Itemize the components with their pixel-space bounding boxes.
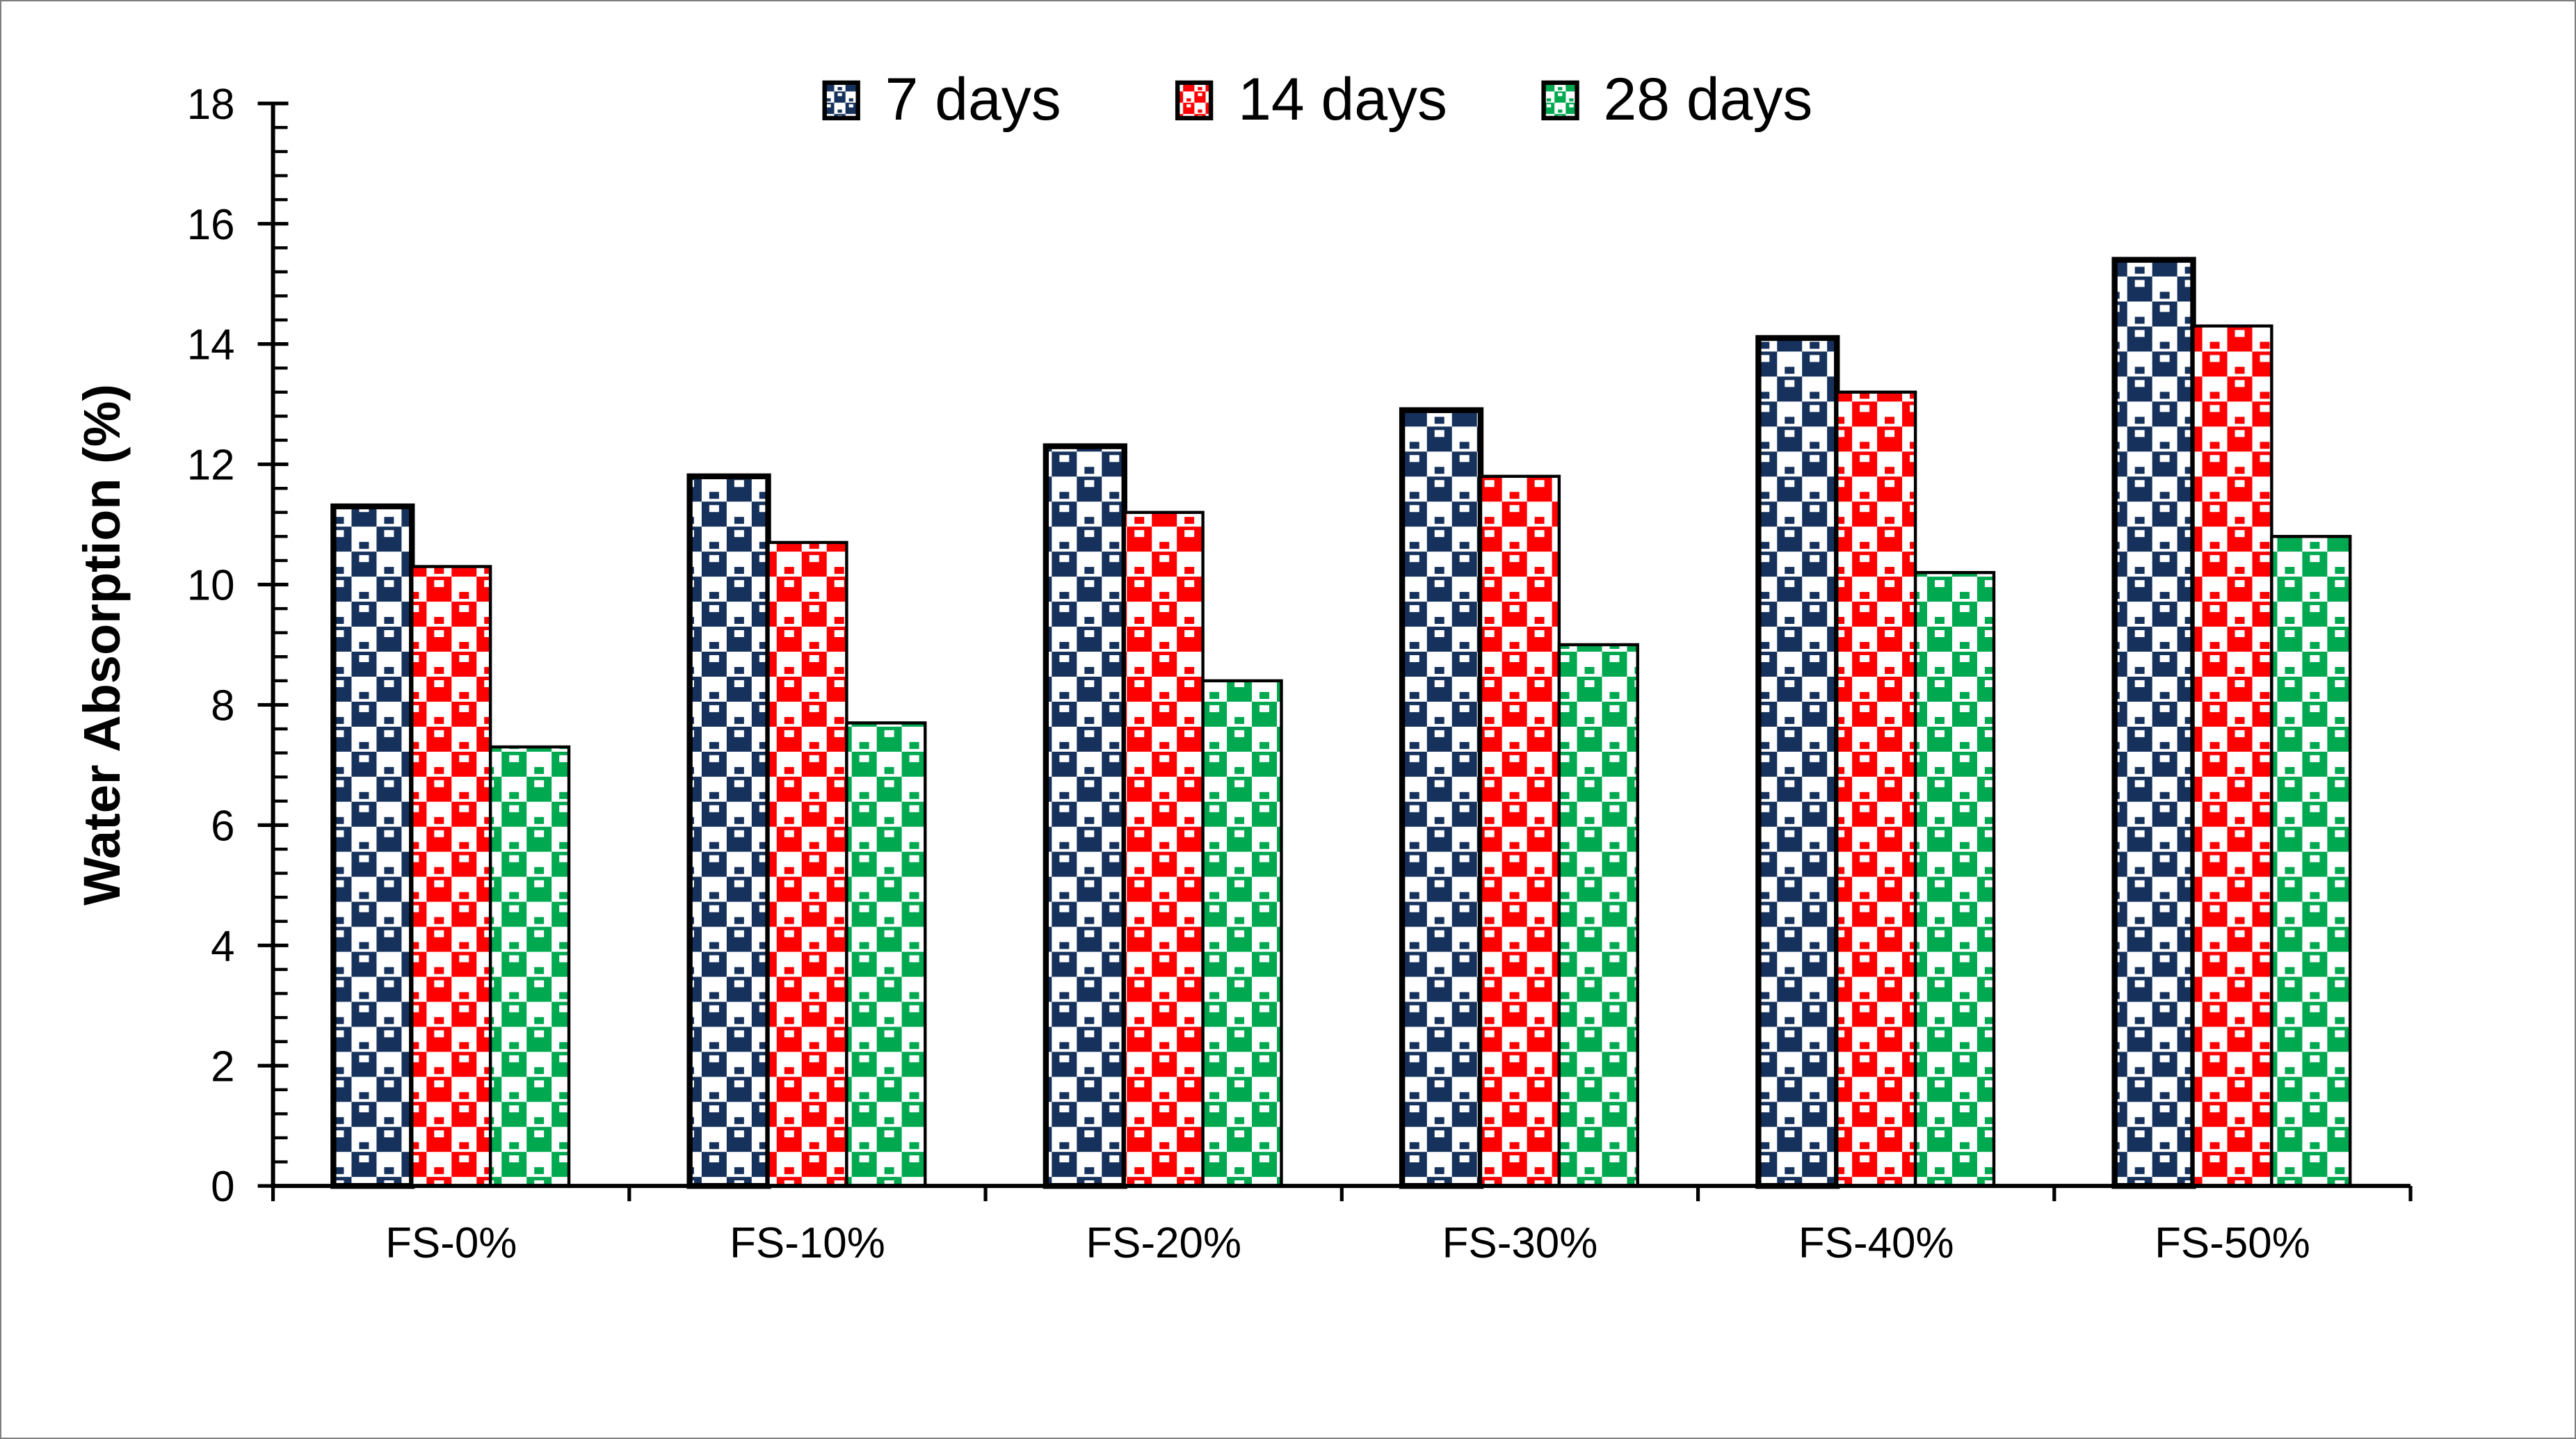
y-tick-label: 10 (187, 561, 235, 609)
x-category-label: FS-40% (1798, 1219, 1954, 1267)
bar-28-days-FS-40% (1913, 570, 1996, 1188)
legend-swatch-7-days (822, 80, 860, 121)
bar-28-days-FS-0% (488, 745, 571, 1188)
y-tick-label: 18 (187, 81, 235, 129)
legend-label-28-days: 28 days (1604, 66, 1813, 133)
y-tick-labels: 0 2 4 6 8 10 12 14 16 18 (187, 81, 235, 1211)
y-tick-label: 4 (211, 922, 234, 970)
x-category-labels: FS-0% FS-10% FS-20% FS-30% FS-40% FS-50% (385, 1219, 2310, 1267)
bar-7-days-FS-20% (1043, 443, 1127, 1189)
y-tick-label: 14 (187, 321, 235, 369)
bar-7-days-FS-50% (2111, 257, 2196, 1189)
legend-swatch-28-days (1541, 80, 1579, 121)
bar-14-days-FS-10% (766, 540, 848, 1188)
bars-layer (330, 257, 2352, 1189)
bar-7-days-FS-0% (330, 503, 415, 1189)
x-category-label: FS-0% (385, 1219, 517, 1267)
bar-14-days-FS-50% (2191, 324, 2273, 1188)
bar-28-days-FS-30% (1557, 643, 1639, 1188)
y-tick-label: 0 (211, 1163, 234, 1211)
y-axis-title: Water Absorption (%) (73, 384, 131, 906)
bar-14-days-FS-20% (1122, 511, 1205, 1188)
y-tick-label: 16 (187, 201, 235, 249)
bar-7-days-FS-10% (686, 473, 771, 1189)
y-tick-label: 6 (211, 802, 234, 850)
legend-label-7-days: 7 days (885, 66, 1061, 133)
legend-swatch-14-days (1175, 80, 1214, 121)
x-category-label: FS-10% (730, 1219, 885, 1267)
bar-7-days-FS-30% (1399, 407, 1484, 1189)
y-tick-label: 2 (211, 1043, 234, 1091)
x-category-label: FS-30% (1442, 1219, 1598, 1267)
legend: 7 days 14 days 28 days (885, 66, 1813, 133)
legend-swatches-layer (822, 80, 1579, 121)
bar-28-days-FS-10% (845, 721, 927, 1188)
x-category-label: FS-20% (1086, 1219, 1241, 1267)
y-tick-label: 8 (211, 682, 234, 730)
bar-14-days-FS-30% (1479, 474, 1561, 1188)
bar-28-days-FS-20% (1201, 679, 1283, 1188)
x-category-label: FS-50% (2155, 1219, 2310, 1267)
y-tick-label: 12 (187, 442, 235, 490)
axes-layer (257, 102, 2413, 1202)
bar-14-days-FS-40% (1835, 390, 1917, 1188)
bar-7-days-FS-40% (1755, 335, 1840, 1189)
bar-28-days-FS-50% (2270, 535, 2352, 1188)
bar-14-days-FS-0% (410, 565, 492, 1188)
legend-label-14-days: 14 days (1238, 66, 1447, 133)
